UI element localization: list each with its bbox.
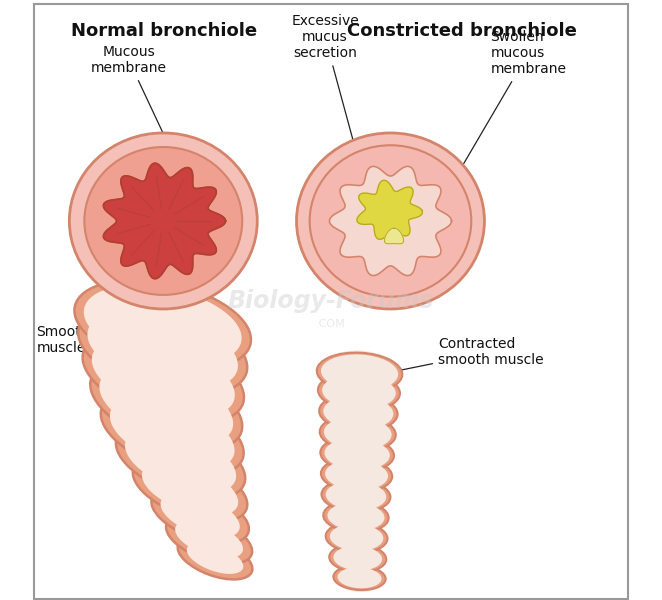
Ellipse shape [323, 501, 389, 532]
Ellipse shape [338, 568, 381, 588]
Ellipse shape [321, 355, 398, 391]
Text: Contracted
smooth muscle: Contracted smooth muscle [377, 337, 544, 375]
Text: Mucous
membrane: Mucous membrane [91, 45, 175, 159]
Ellipse shape [319, 370, 399, 413]
Polygon shape [357, 180, 422, 239]
Ellipse shape [90, 361, 242, 450]
Ellipse shape [320, 436, 394, 472]
Ellipse shape [320, 415, 396, 452]
Text: Normal bronchiole: Normal bronchiole [71, 22, 258, 40]
Ellipse shape [319, 394, 398, 431]
Ellipse shape [320, 392, 397, 433]
Ellipse shape [317, 353, 402, 392]
Ellipse shape [83, 332, 244, 423]
Ellipse shape [322, 374, 396, 409]
Ellipse shape [87, 310, 238, 390]
Ellipse shape [326, 481, 386, 511]
Polygon shape [385, 228, 404, 244]
Ellipse shape [124, 427, 237, 494]
Ellipse shape [133, 455, 248, 522]
Polygon shape [330, 166, 451, 275]
Ellipse shape [322, 434, 393, 474]
Ellipse shape [99, 366, 233, 445]
Ellipse shape [324, 499, 387, 535]
Text: Smooth
muscle: Smooth muscle [36, 325, 119, 355]
Text: Constricted bronchiole: Constricted bronchiole [347, 22, 577, 40]
Ellipse shape [322, 477, 389, 514]
Polygon shape [103, 163, 226, 279]
Ellipse shape [325, 460, 388, 490]
Ellipse shape [142, 461, 238, 516]
Ellipse shape [334, 566, 386, 590]
Ellipse shape [109, 396, 236, 470]
Ellipse shape [321, 458, 392, 492]
Text: Excessive
mucus
secretion: Excessive mucus secretion [291, 14, 377, 227]
Ellipse shape [327, 520, 387, 554]
Ellipse shape [116, 422, 245, 499]
Ellipse shape [78, 305, 247, 395]
Text: Biology-Forums: Biology-Forums [228, 289, 434, 313]
Ellipse shape [101, 391, 244, 475]
Text: .COM: .COM [316, 319, 346, 329]
Ellipse shape [322, 479, 391, 512]
Ellipse shape [152, 487, 249, 544]
Ellipse shape [92, 337, 235, 418]
Ellipse shape [323, 395, 393, 430]
Ellipse shape [86, 309, 239, 391]
Ellipse shape [297, 133, 485, 309]
Ellipse shape [110, 397, 234, 470]
Ellipse shape [177, 537, 252, 580]
Ellipse shape [175, 520, 243, 559]
Ellipse shape [328, 503, 385, 530]
Ellipse shape [334, 546, 382, 571]
Ellipse shape [74, 280, 251, 370]
Ellipse shape [125, 428, 236, 493]
Ellipse shape [326, 522, 387, 553]
Ellipse shape [160, 492, 241, 539]
Ellipse shape [310, 145, 471, 296]
Ellipse shape [83, 284, 243, 366]
Ellipse shape [324, 438, 390, 470]
Ellipse shape [160, 493, 240, 538]
Ellipse shape [185, 542, 244, 575]
Ellipse shape [324, 417, 392, 450]
Ellipse shape [322, 456, 391, 494]
Ellipse shape [141, 460, 240, 517]
Ellipse shape [166, 514, 252, 564]
Ellipse shape [84, 147, 242, 295]
Ellipse shape [334, 563, 385, 592]
Ellipse shape [174, 519, 244, 559]
Ellipse shape [330, 542, 385, 574]
Ellipse shape [321, 413, 395, 454]
Ellipse shape [84, 285, 242, 365]
Ellipse shape [330, 524, 383, 551]
Ellipse shape [98, 365, 234, 445]
Ellipse shape [187, 542, 244, 574]
Ellipse shape [318, 350, 401, 395]
Ellipse shape [91, 336, 236, 419]
Text: Swollen
mucous
membrane: Swollen mucous membrane [448, 30, 567, 192]
Ellipse shape [70, 133, 258, 309]
Ellipse shape [329, 544, 387, 572]
Ellipse shape [318, 372, 400, 411]
